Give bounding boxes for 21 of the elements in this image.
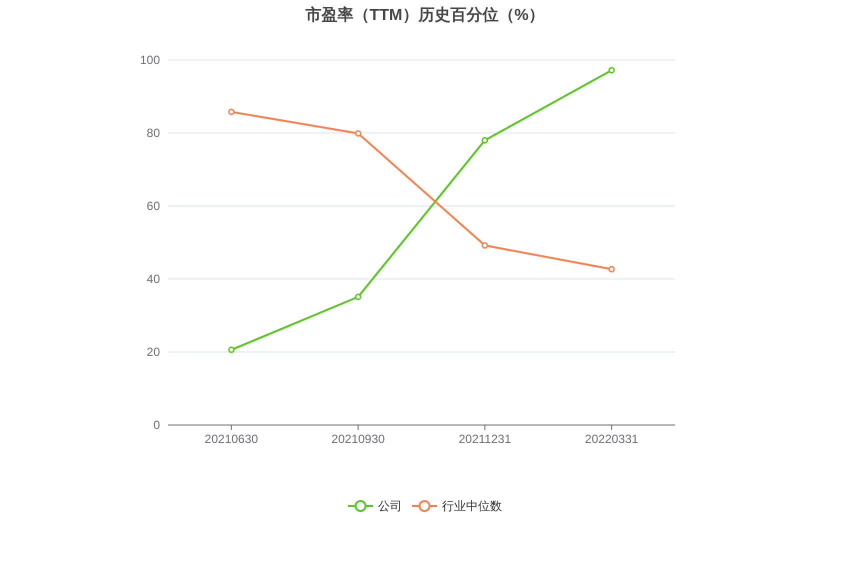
chart-title: 市盈率（TTM）历史百分位（%） bbox=[304, 5, 545, 24]
y-tick-label: 60 bbox=[146, 199, 160, 213]
point bbox=[608, 66, 615, 74]
y-tick-label: 100 bbox=[140, 53, 160, 67]
point bbox=[608, 266, 615, 272]
x-tick-label: 20220331 bbox=[584, 432, 639, 446]
point bbox=[482, 137, 488, 144]
legend-label: 行业中位数 bbox=[442, 499, 502, 513]
point bbox=[482, 242, 488, 249]
point bbox=[228, 108, 235, 116]
y-tick-label: 20 bbox=[146, 345, 160, 359]
legend-label: 公司 bbox=[378, 499, 402, 513]
y-tick-label: 80 bbox=[146, 126, 160, 140]
x-tick-label: 20210630 bbox=[204, 432, 258, 446]
x-tick-label: 20211231 bbox=[458, 432, 512, 446]
point bbox=[354, 130, 362, 137]
y-tick-label: 40 bbox=[146, 272, 160, 286]
point bbox=[354, 294, 362, 300]
y-tick-label: 0 bbox=[153, 418, 160, 432]
x-tick-label: 20210930 bbox=[331, 432, 386, 446]
point bbox=[228, 346, 235, 354]
